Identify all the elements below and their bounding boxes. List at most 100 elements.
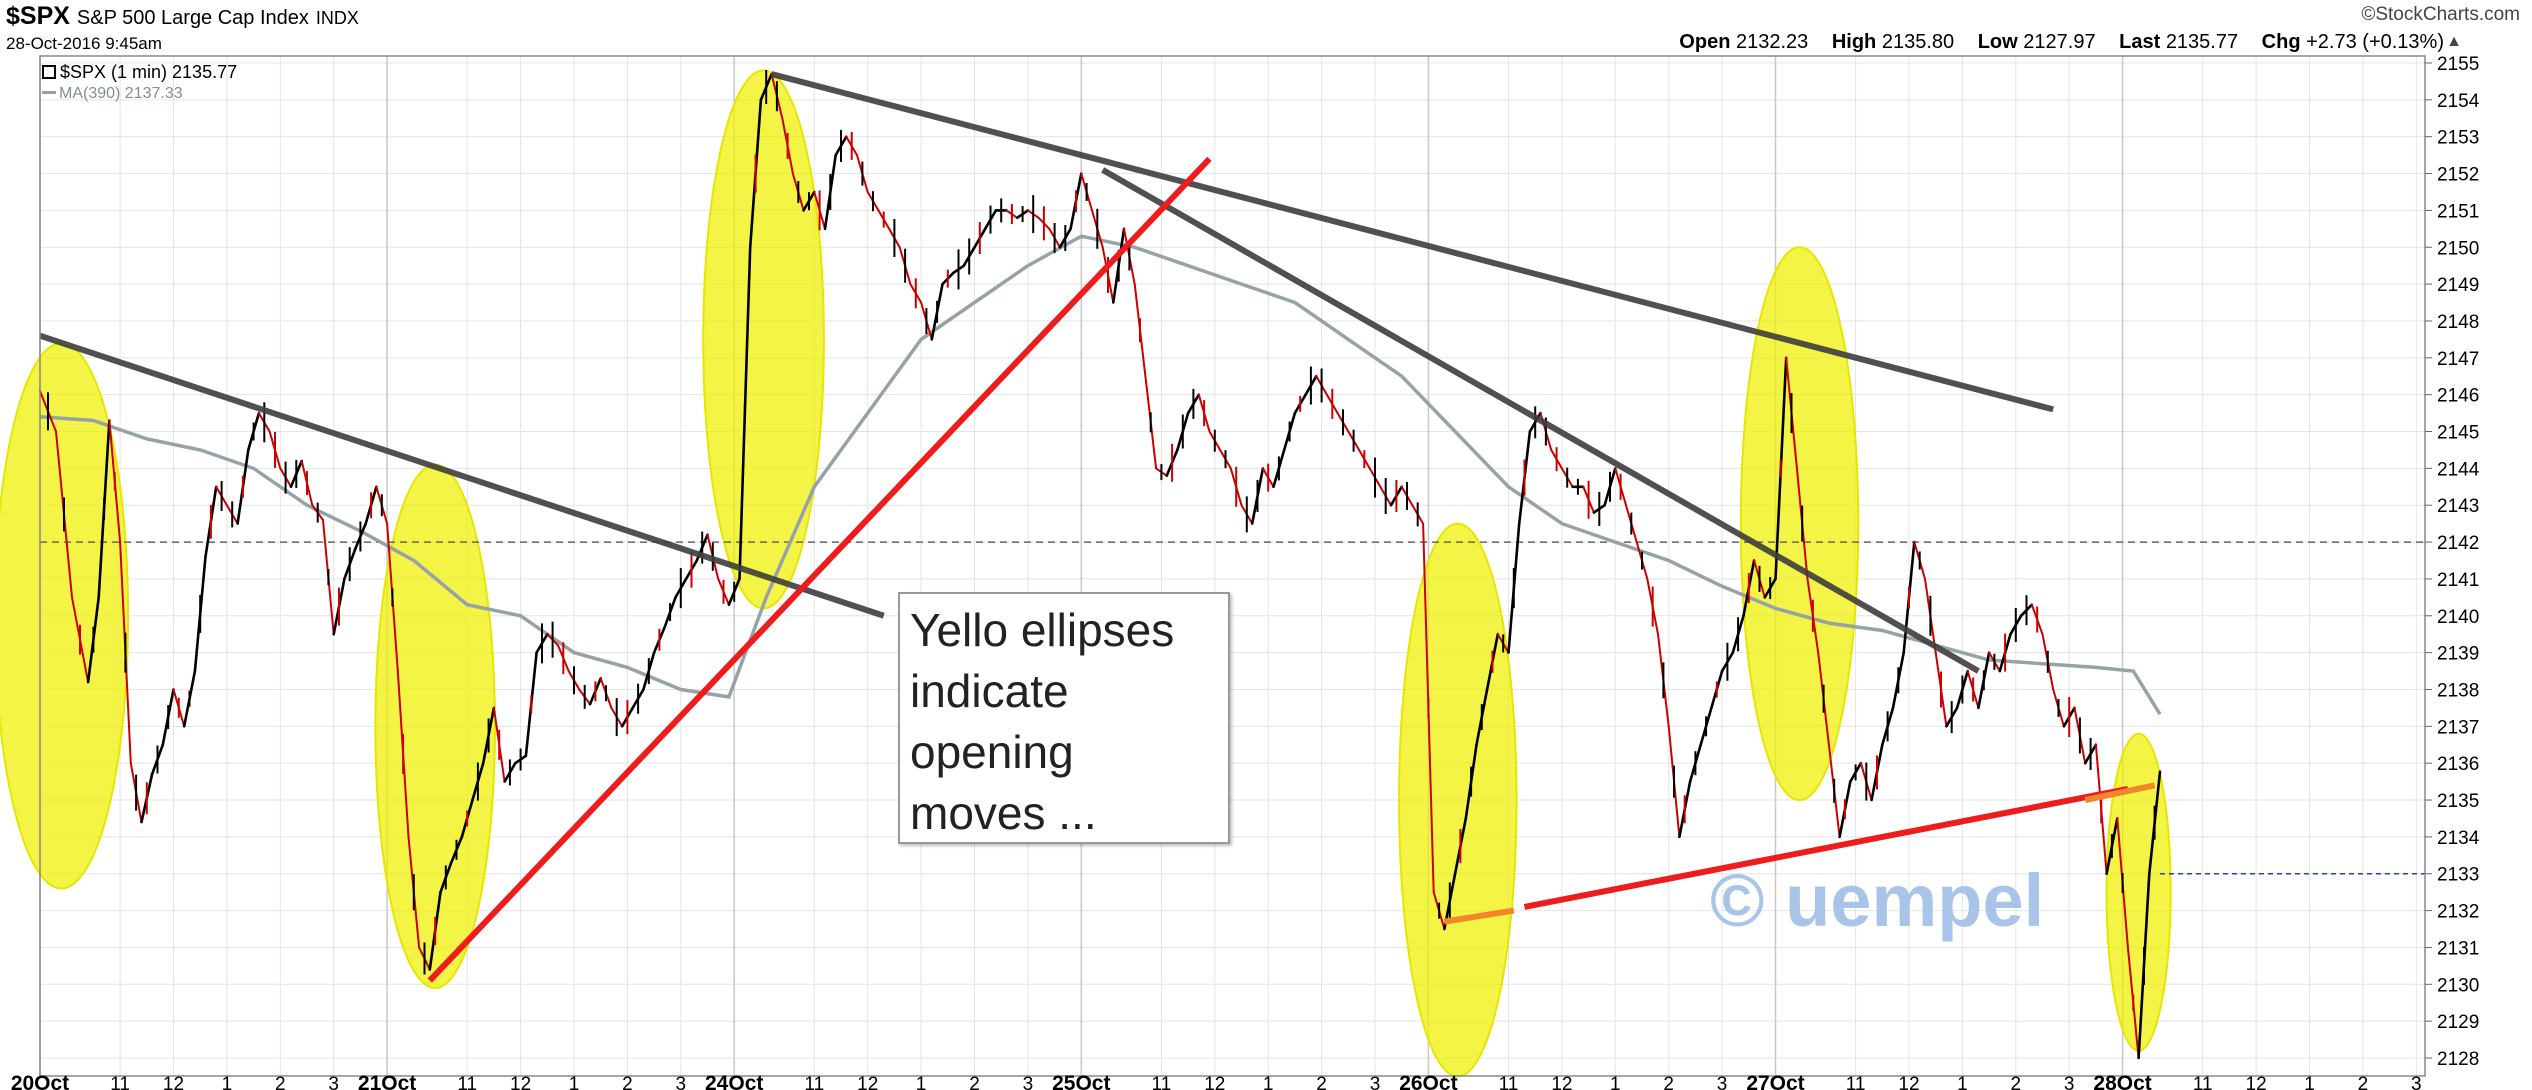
high-value: 2135.80 [1881, 31, 1955, 53]
y-tick-label: 2132 [2437, 902, 2479, 923]
chart-datetime: 28-Oct-2016 9:45am [6, 34, 162, 53]
x-tick-label: 12 [1551, 1074, 1572, 1090]
y-tick-label: 2149 [2437, 275, 2479, 296]
x-tick-label: 11 [110, 1074, 130, 1090]
low-label: Low [1977, 31, 2018, 53]
x-tick-label: 2 [622, 1074, 633, 1090]
x-tick-label: 3 [1370, 1074, 1381, 1090]
x-tick-label: 28Oct [2093, 1072, 2151, 1090]
x-tick-label: 1 [1610, 1074, 1621, 1090]
y-tick-label: 2143 [2437, 496, 2479, 517]
x-tick-label: 27Oct [1746, 1072, 1804, 1090]
watermark: © uempel [1710, 859, 2045, 942]
last-label: Last [2119, 31, 2161, 53]
opening-move-ellipse [374, 463, 496, 989]
y-tick-label: 2144 [2437, 459, 2480, 480]
price-swatch-icon [42, 65, 56, 79]
low-value: 2127.97 [2023, 31, 2096, 53]
y-tick-label: 2153 [2437, 128, 2479, 149]
opening-move-ellipses [0, 69, 2172, 1078]
y-tick-label: 2142 [2437, 533, 2479, 554]
x-tick-label: 24Oct [705, 1072, 763, 1090]
open-label: Open [1679, 31, 1731, 53]
x-axis: 20Oct 11 12 1 2 3 21Oct 11 12 1 2 3 24Oct 11 12 1 2 3 25Oc… [11, 1072, 2422, 1090]
price-series [39, 70, 2162, 1060]
y-tick-label: 2128 [2437, 1049, 2479, 1070]
trendline-dark [770, 71, 2054, 413]
x-tick-label: 3 [1023, 1074, 1034, 1090]
y-tick-label: 2147 [2437, 349, 2479, 370]
y-tick-label: 2138 [2437, 680, 2479, 701]
x-tick-label: 2 [969, 1074, 980, 1090]
x-tick-label: 3 [328, 1074, 339, 1090]
x-tick-label: 12 [857, 1074, 878, 1090]
x-tick-label: 12 [1898, 1074, 1919, 1090]
chg-label: Chg [2261, 31, 2301, 53]
y-tick-label: 2154 [2437, 91, 2480, 112]
legend-price: $SPX (1 min) 2135.77 [42, 62, 237, 85]
x-tick-label: 11 [1499, 1074, 1519, 1090]
x-tick-label: 2 [2011, 1074, 2022, 1090]
y-tick-label: 2129 [2437, 1012, 2479, 1033]
triangle-up-icon: ▲ [2446, 33, 2462, 50]
x-tick-label: 3 [2064, 1074, 2075, 1090]
trendline-orange [1443, 907, 1515, 925]
x-tick-label: 11 [2193, 1074, 2213, 1090]
y-tick-label: 2135 [2437, 791, 2479, 812]
y-tick-label: 2131 [2437, 938, 2479, 959]
x-tick-label: 1 [1957, 1074, 1968, 1090]
x-tick-label: 2 [275, 1074, 286, 1090]
x-tick-label: 20Oct [11, 1072, 69, 1090]
chg-value: +2.73 (+0.13%) [2306, 31, 2444, 53]
y-tick-label: 2155 [2437, 54, 2479, 75]
trendline-orange [2084, 782, 2156, 803]
x-tick-label: 1 [569, 1074, 580, 1090]
reference-lines [40, 541, 2425, 875]
x-tick-label: 1 [1263, 1074, 1274, 1090]
x-tick-label: 2 [1316, 1074, 1327, 1090]
opening-move-ellipse [2105, 732, 2172, 1052]
plot-frame [39, 55, 2426, 1077]
legend-ma-label: MA(390) 2137.33 [59, 85, 183, 102]
y-tick-label: 2148 [2437, 312, 2479, 333]
y-tick-label: 2133 [2437, 865, 2479, 886]
y-tick-label: 2145 [2437, 423, 2479, 444]
exchange: INDX [315, 8, 359, 28]
y-tick-label: 2146 [2437, 386, 2479, 407]
trendline-red [1523, 786, 2129, 910]
trendline-red [427, 156, 1212, 983]
x-tick-label: 11 [804, 1074, 824, 1090]
x-tick-label: 2 [2358, 1074, 2369, 1090]
x-tick-label: 12 [1204, 1074, 1225, 1090]
opening-move-ellipse [1739, 246, 1860, 802]
symbol-title: $SPX S&P 500 Large Cap Index INDX [6, 2, 359, 31]
y-tick-label: 2137 [2437, 717, 2479, 738]
x-tick-label: 2 [1663, 1074, 1674, 1090]
annotation-box: Yello ellipses indicate opening moves ..… [898, 592, 1230, 844]
legend-price-label: $SPX (1 min) 2135.77 [60, 62, 238, 82]
legend-ma: MA(390) 2137.33 [42, 85, 237, 108]
symbol: $SPX [6, 2, 70, 30]
ma-swatch-icon [42, 91, 56, 94]
x-tick-label: 12 [163, 1074, 184, 1090]
y-tick-label: 2151 [2437, 201, 2479, 222]
brand-link[interactable]: ©StockCharts.com [2361, 4, 2520, 25]
trendlines [39, 71, 2156, 983]
x-tick-label: 3 [1717, 1074, 1728, 1090]
trendline-dark [39, 332, 885, 619]
trendline-dark [1101, 167, 1980, 674]
x-tick-label: 1 [2304, 1074, 2315, 1090]
y-axis: 2128 2129 2130 2131 2132 2133 2134 2135 2136 2137… [2425, 54, 2480, 1070]
x-tick-label: 12 [2246, 1074, 2267, 1090]
x-tick-label: 1 [916, 1074, 927, 1090]
x-tick-label: 1 [222, 1074, 233, 1090]
open-value: 2132.23 [1735, 31, 1809, 53]
x-tick-label: 3 [676, 1074, 687, 1090]
x-tick-label: 25Oct [1052, 1072, 1110, 1090]
moving-average-series [39, 234, 2162, 716]
opening-move-ellipse [1398, 522, 1518, 1078]
x-tick-label: 3 [2411, 1074, 2422, 1090]
ohlc-summary: Open 2132.23 High 2135.80 Low 2127.97 La… [1679, 31, 2444, 54]
x-tick-label: 11 [1846, 1074, 1866, 1090]
